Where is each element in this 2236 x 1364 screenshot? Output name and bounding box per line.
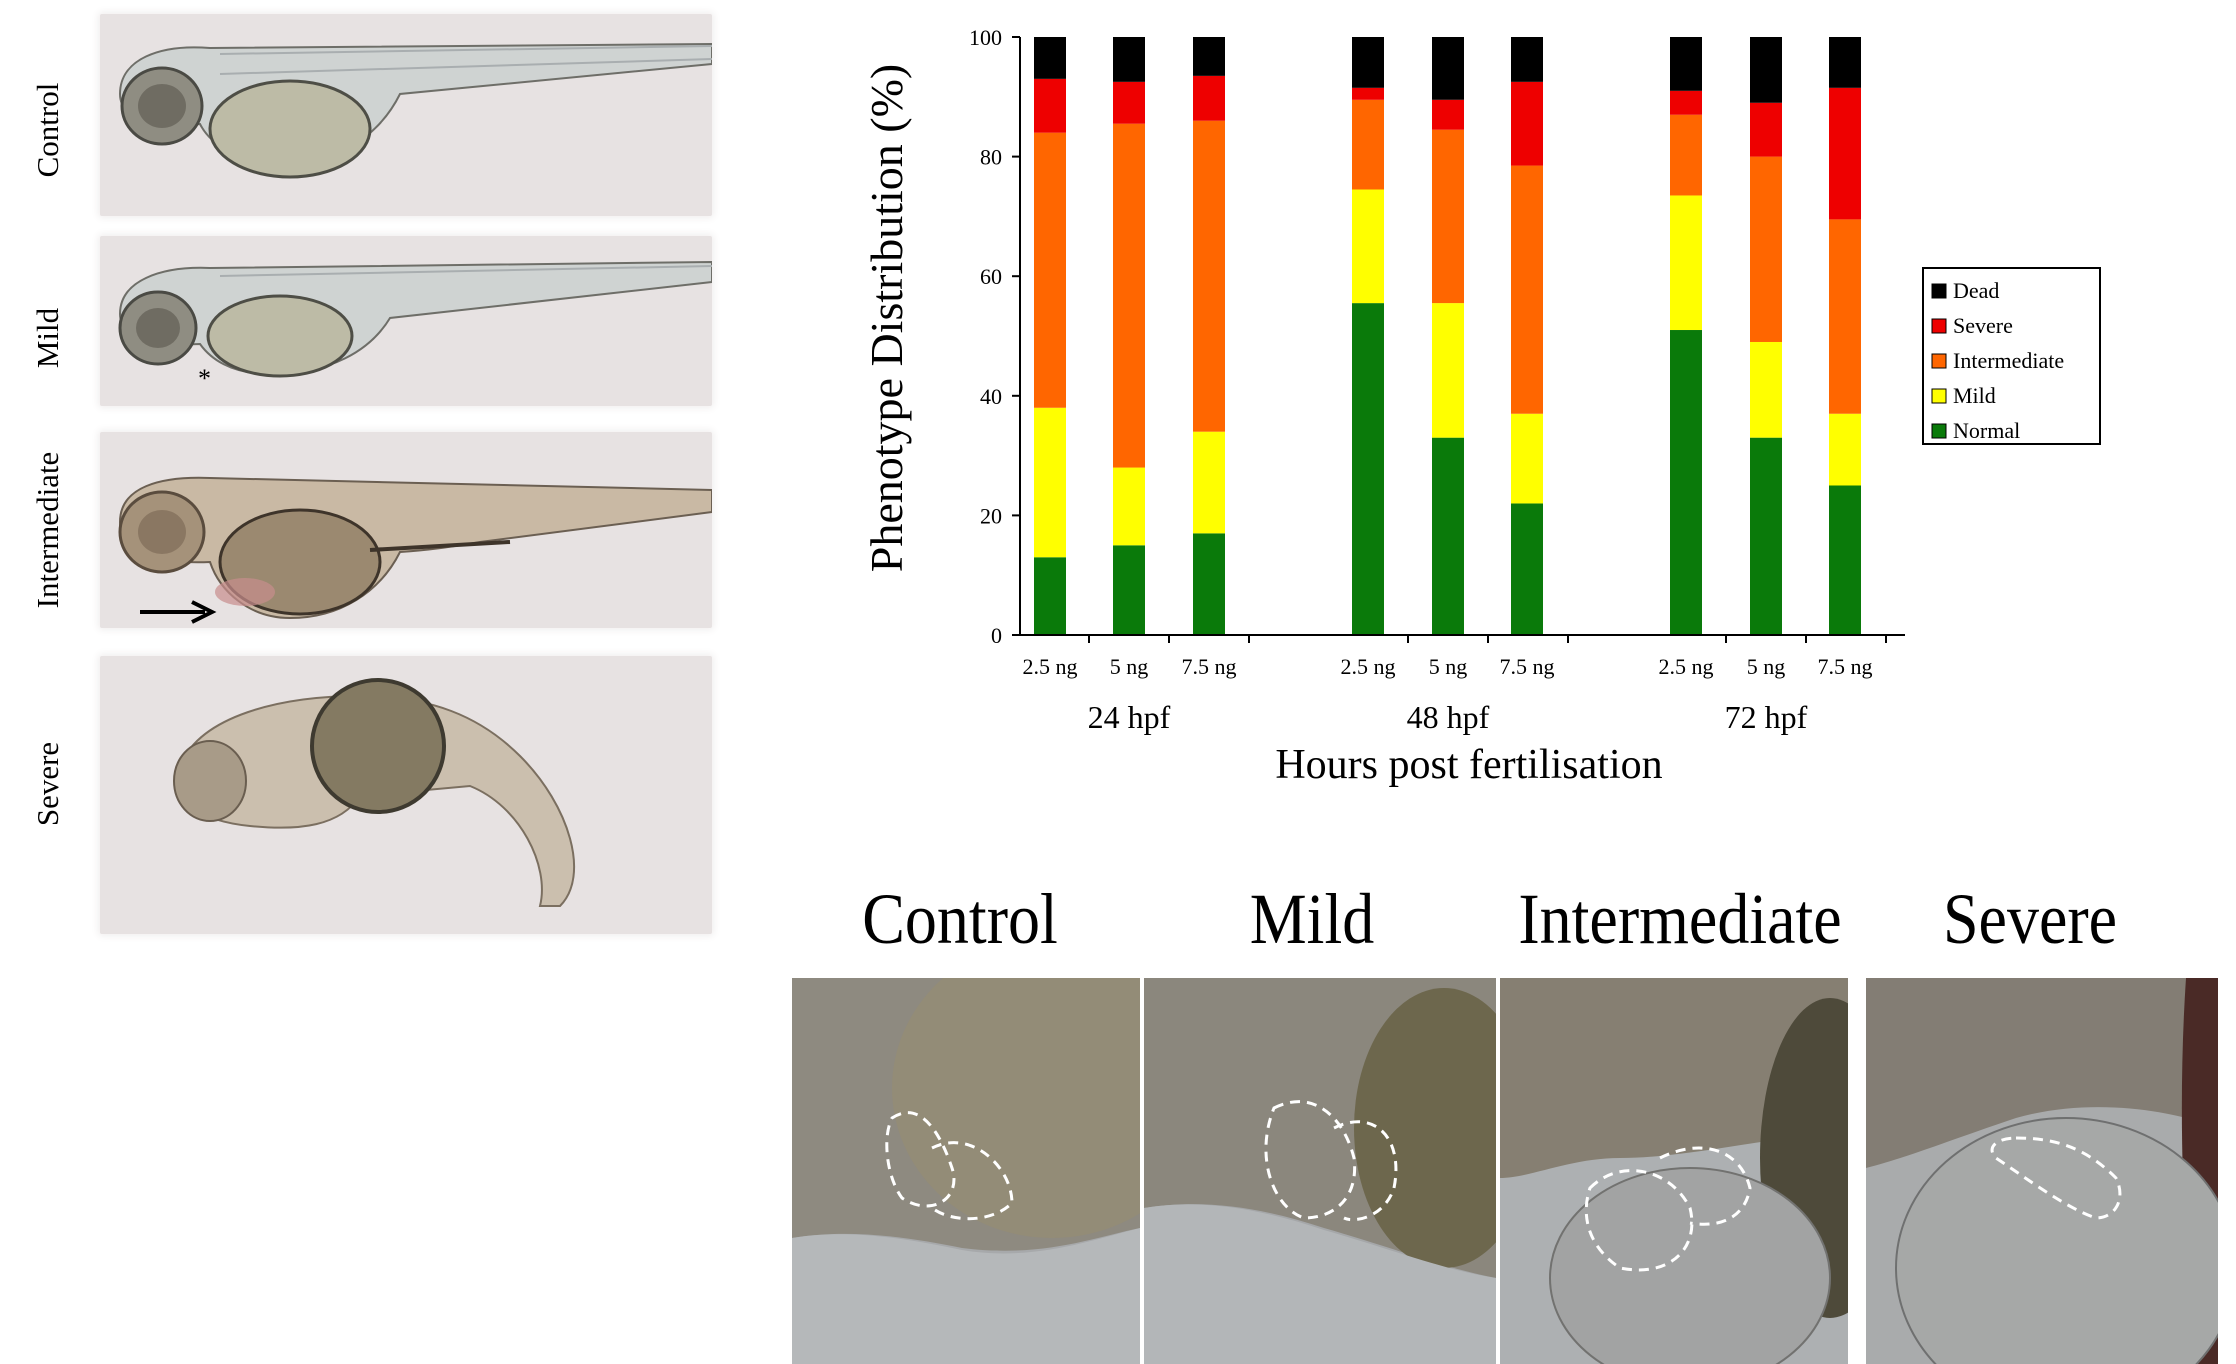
- fish-panel-intermediate: [100, 432, 712, 628]
- bar-segment-intermediate-0: [1034, 132, 1066, 408]
- bar-stacks: [1034, 37, 1861, 635]
- bar-segment-intermediate-8: [1829, 219, 1861, 414]
- group-label: 72 hpf: [1725, 699, 1808, 735]
- bar-segment-severe-6: [1670, 90, 1702, 115]
- legend-label-intermediate: Intermediate: [1953, 348, 2064, 373]
- larva-image-control: [118, 42, 712, 179]
- x-tick-label: 5 ng: [1429, 654, 1468, 679]
- bar-segment-mild-6: [1670, 195, 1702, 331]
- bar-segment-intermediate-6: [1670, 114, 1702, 196]
- bar-segment-intermediate-3: [1352, 99, 1384, 190]
- x-tick-label: 2.5 ng: [1023, 654, 1078, 679]
- bar-segment-intermediate-7: [1750, 156, 1782, 342]
- bar-segment-normal-7: [1750, 437, 1782, 635]
- chart-axes: 0 20 40 60 80 100 2.5 ng 5 ng 7.5 ng 2.5 ng 5 ng 7.…: [969, 25, 1905, 735]
- bar-segment-normal-6: [1670, 330, 1702, 635]
- bar-segment-normal-3: [1352, 303, 1384, 635]
- y-axis-label: Phenotype Distribution (%): [861, 64, 912, 573]
- micrograph-title-control: Control: [862, 879, 1058, 959]
- legend-swatch-severe: [1931, 318, 1947, 334]
- x-tick-label: 2.5 ng: [1659, 654, 1714, 679]
- micrograph-title-mild: Mild: [1249, 879, 1375, 959]
- micrograph-severe: [1866, 978, 2218, 1364]
- x-tick-label: 7.5 ng: [1818, 654, 1873, 679]
- bar-segment-dead-1: [1113, 37, 1145, 82]
- bar-segment-mild-4: [1432, 303, 1464, 438]
- bar-segment-mild-5: [1511, 413, 1543, 504]
- y-tick-label: 20: [980, 503, 1002, 528]
- bar-segment-severe-3: [1352, 87, 1384, 100]
- bar-segment-mild-0: [1034, 407, 1066, 558]
- group-label: 24 hpf: [1088, 699, 1171, 735]
- bar-segment-normal-2: [1193, 533, 1225, 635]
- bar-segment-mild-7: [1750, 341, 1782, 438]
- bar-segment-dead-3: [1352, 37, 1384, 88]
- x-tick-label: 7.5 ng: [1500, 654, 1555, 679]
- legend-box: [1922, 267, 2101, 445]
- phenotype-stacked-bar-chart: 0 20 40 60 80 100 2.5 ng 5 ng 7.5 ng 2.5 ng 5 ng 7.…: [861, 25, 2101, 788]
- micrograph-title-severe: Severe: [1942, 879, 2118, 959]
- bar-segment-severe-4: [1432, 99, 1464, 130]
- micrograph-control: [792, 978, 1140, 1364]
- bar-segment-normal-8: [1829, 485, 1861, 635]
- bar-segment-dead-8: [1829, 37, 1861, 88]
- bar-segment-severe-5: [1511, 81, 1543, 166]
- bar-segment-mild-3: [1352, 189, 1384, 304]
- legend-swatch-mild: [1931, 388, 1947, 404]
- bar-segment-dead-4: [1432, 37, 1464, 100]
- bar-segment-intermediate-5: [1511, 165, 1543, 414]
- bar-segment-intermediate-4: [1432, 129, 1464, 304]
- bar-segment-normal-0: [1034, 557, 1066, 635]
- bar-segment-mild-1: [1113, 467, 1145, 546]
- legend-swatch-dead: [1931, 283, 1947, 299]
- bar-segment-normal-5: [1511, 503, 1543, 635]
- larva-image-mild: [118, 260, 712, 378]
- chart-legend: Dead Severe Intermediate Mild Normal: [1922, 267, 2101, 445]
- bar-segment-mild-2: [1193, 431, 1225, 534]
- bar-segment-intermediate-1: [1113, 123, 1145, 468]
- x-tick-label: 2.5 ng: [1341, 654, 1396, 679]
- legend-label-mild: Mild: [1953, 383, 1996, 408]
- fish-panel-mild: *: [100, 236, 712, 406]
- bar-segment-severe-8: [1829, 87, 1861, 220]
- bar-segment-normal-4: [1432, 437, 1464, 635]
- bar-segment-intermediate-2: [1193, 120, 1225, 432]
- y-tick-label: 80: [980, 145, 1002, 170]
- bar-segment-dead-0: [1034, 37, 1066, 79]
- micrograph-intermediate: [1500, 978, 1848, 1364]
- bar-segment-dead-5: [1511, 37, 1543, 82]
- larva-image-intermediate: [118, 476, 712, 624]
- group-label: 48 hpf: [1407, 699, 1490, 735]
- bar-segment-mild-8: [1829, 413, 1861, 486]
- legend-label-dead: Dead: [1953, 278, 1999, 303]
- legend-swatch-normal: [1931, 423, 1947, 439]
- micrograph-mild: [1144, 978, 1496, 1364]
- fish-panel-severe: [100, 656, 712, 934]
- bar-segment-severe-2: [1193, 75, 1225, 121]
- bar-segment-dead-7: [1750, 37, 1782, 103]
- micrograph-title-intermediate: Intermediate: [1518, 879, 1842, 959]
- bar-segment-severe-0: [1034, 78, 1066, 133]
- legend-label-severe: Severe: [1953, 313, 2013, 338]
- bar-segment-dead-6: [1670, 37, 1702, 91]
- fish-panel-control: [100, 14, 712, 216]
- bar-segment-normal-1: [1113, 545, 1145, 635]
- y-tick-label: 40: [980, 384, 1002, 409]
- larva-image-severe: [173, 678, 575, 907]
- legend-swatch-intermediate: [1931, 353, 1947, 369]
- x-tick-label: 5 ng: [1747, 654, 1786, 679]
- y-tick-label: 0: [991, 623, 1002, 648]
- y-tick-label: 100: [969, 25, 1002, 50]
- bar-segment-severe-7: [1750, 102, 1782, 157]
- y-tick-label: 60: [980, 264, 1002, 289]
- x-tick-label: 5 ng: [1110, 654, 1149, 679]
- bar-segment-severe-1: [1113, 81, 1145, 124]
- bar-segment-dead-2: [1193, 37, 1225, 76]
- x-tick-label: 7.5 ng: [1182, 654, 1237, 679]
- x-axis-label: Hours post fertilisation: [1275, 742, 1662, 788]
- edema-asterisk-marker: *: [198, 364, 211, 393]
- legend-label-normal: Normal: [1953, 418, 2020, 443]
